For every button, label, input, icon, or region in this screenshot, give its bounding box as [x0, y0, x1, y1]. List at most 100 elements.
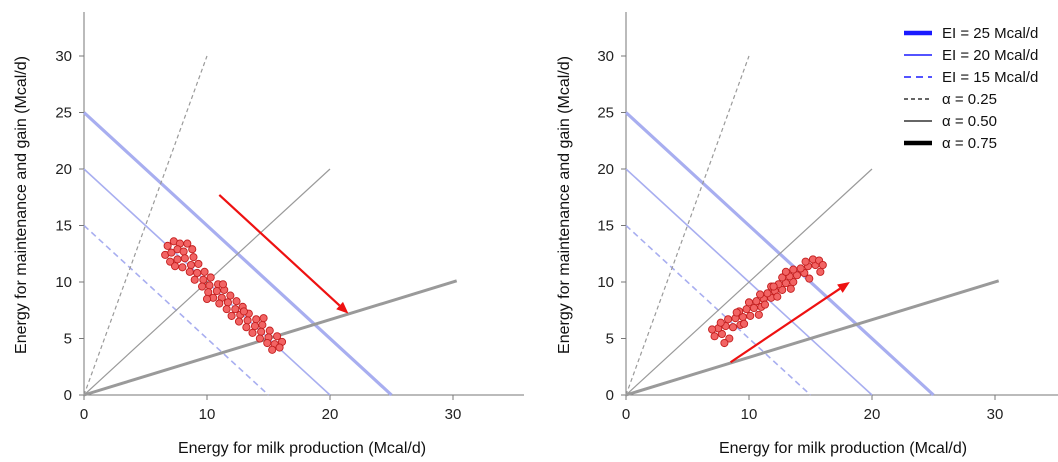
x-tick-label: 10	[199, 406, 216, 423]
y-tick-label: 20	[55, 161, 72, 178]
data-point	[186, 260, 196, 270]
data-point	[746, 311, 755, 320]
data-point	[167, 248, 176, 257]
data-point	[199, 275, 208, 284]
data-point	[763, 289, 772, 298]
data-point	[773, 292, 782, 301]
data-point	[740, 319, 749, 328]
legend-label: α = 0.50	[942, 113, 997, 130]
legend-label: α = 0.25	[942, 91, 997, 108]
data-point	[179, 247, 188, 256]
data-point	[194, 259, 203, 268]
y-tick-label: 10	[55, 274, 72, 291]
data-point	[178, 263, 187, 272]
data-point	[205, 281, 214, 290]
data-point	[754, 310, 763, 319]
trend-arrow	[729, 287, 841, 364]
left-chart: 0 10 20 30 0 5 10 15 20 25 30 Energy for milk produ…	[13, 12, 524, 457]
data-point	[173, 255, 182, 264]
data-point	[725, 334, 734, 343]
x-axis-title: Energy for milk production (Mcal/d)	[178, 440, 426, 457]
y-tick-label: 0	[606, 387, 614, 404]
data-point	[781, 267, 790, 276]
data-point	[275, 343, 284, 352]
data-point	[218, 280, 228, 289]
data-point	[717, 329, 726, 339]
partition-line	[625, 279, 1000, 397]
data-point	[720, 338, 729, 348]
data-point	[789, 265, 798, 274]
data-point	[215, 299, 224, 308]
y-tick-label: 20	[597, 161, 614, 178]
data-point	[198, 282, 207, 291]
legend-label: α = 0.75	[942, 135, 997, 152]
data-point	[769, 282, 778, 291]
y-tick-label: 30	[597, 48, 614, 65]
data-point	[223, 298, 232, 307]
data-point	[716, 318, 725, 327]
data-point	[231, 305, 240, 314]
x-tick-label: 0	[622, 406, 630, 423]
legend: EI = 25 Mcal/d EI = 20 Mcal/d EI = 15 Mcal…	[904, 25, 1038, 152]
y-tick-label: 5	[64, 331, 72, 348]
data-point	[816, 267, 825, 276]
legend-label: EI = 25 Mcal/d	[942, 25, 1038, 42]
data-point	[778, 285, 787, 294]
data-point	[242, 323, 251, 332]
data-point	[180, 254, 189, 263]
data-point	[166, 257, 175, 266]
data-point	[206, 273, 215, 282]
data-point	[818, 260, 827, 270]
data-point	[232, 297, 241, 306]
data-point	[190, 275, 199, 284]
data-point	[265, 326, 274, 335]
x-tick-label: 30	[445, 406, 462, 423]
legend-label: EI = 15 Mcal/d	[942, 69, 1038, 86]
data-point	[792, 271, 802, 280]
data-point	[708, 325, 717, 334]
data-point	[170, 262, 180, 271]
data-point	[273, 332, 282, 341]
legend-label: EI = 20 Mcal/d	[942, 47, 1038, 64]
x-tick-label: 0	[80, 406, 88, 423]
trend-arrow-head	[837, 282, 850, 293]
trend-arrow-head	[336, 301, 349, 314]
data-point	[255, 334, 264, 343]
data-point	[202, 294, 212, 304]
data-point	[801, 257, 810, 266]
data-point	[248, 328, 257, 337]
data-point	[222, 305, 231, 314]
data-point	[742, 305, 751, 314]
y-tick-label: 15	[55, 218, 72, 235]
y-tick-label: 5	[606, 331, 614, 348]
data-point	[226, 291, 235, 300]
data-point	[752, 297, 761, 306]
data-point	[188, 245, 197, 254]
y-tick-label: 0	[64, 387, 72, 404]
data-point	[257, 327, 266, 336]
data-point	[189, 253, 198, 262]
data-point	[259, 314, 268, 323]
data-point	[796, 264, 805, 273]
data-point	[258, 320, 267, 329]
x-axis-title: Energy for milk production (Mcal/d)	[719, 440, 967, 457]
data-point	[212, 286, 221, 296]
data-point	[786, 284, 795, 293]
y-tick-label: 15	[597, 218, 614, 235]
partition-line	[625, 168, 873, 396]
x-tick-label: 10	[741, 406, 758, 423]
data-point	[710, 332, 719, 341]
data-point	[243, 316, 252, 325]
y-axis-title: Energy for maintenance and gain (Mcal/d)	[13, 56, 30, 354]
data-point	[744, 298, 754, 307]
partition-line	[83, 168, 331, 396]
data-point	[756, 290, 765, 299]
y-tick-label: 25	[597, 105, 614, 122]
data-point	[732, 308, 741, 317]
data-point	[252, 315, 261, 324]
x-tick-label: 20	[864, 406, 881, 423]
x-tick-label: 30	[987, 406, 1004, 423]
data-point	[227, 311, 236, 320]
data-point	[760, 300, 770, 309]
